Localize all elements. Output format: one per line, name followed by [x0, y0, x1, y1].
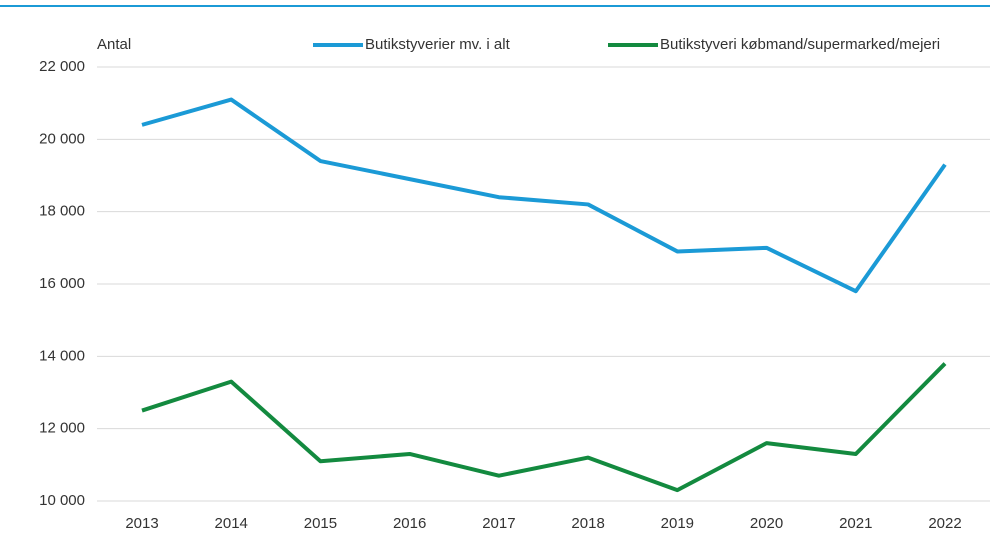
y-tick-label: 12 000 — [39, 420, 85, 437]
series-line — [141, 362, 947, 493]
x-tick-label: 2014 — [215, 515, 248, 532]
legend-label: Butikstyveri købmand/supermarked/mejeri — [660, 36, 940, 53]
x-tick-label: 2015 — [304, 515, 337, 532]
y-tick-label: 18 000 — [39, 203, 85, 220]
legend-label: Butikstyverier mv. i alt — [365, 36, 511, 53]
x-tick-label: 2019 — [661, 515, 694, 532]
series-line — [141, 97, 947, 294]
x-tick-label: 2013 — [125, 515, 158, 532]
x-tick-label: 2017 — [482, 515, 515, 532]
x-tick-label: 2016 — [393, 515, 426, 532]
y-tick-label: 22 000 — [39, 58, 85, 75]
x-tick-label: 2020 — [750, 515, 783, 532]
y-tick-label: 10 000 — [39, 492, 85, 509]
x-tick-label: 2022 — [928, 515, 961, 532]
y-tick-label: 16 000 — [39, 275, 85, 292]
x-tick-label: 2018 — [571, 515, 604, 532]
y-tick-label: 14 000 — [39, 347, 85, 364]
y-axis-label: Antal — [97, 36, 131, 53]
y-tick-label: 20 000 — [39, 130, 85, 147]
x-tick-label: 2021 — [839, 515, 872, 532]
